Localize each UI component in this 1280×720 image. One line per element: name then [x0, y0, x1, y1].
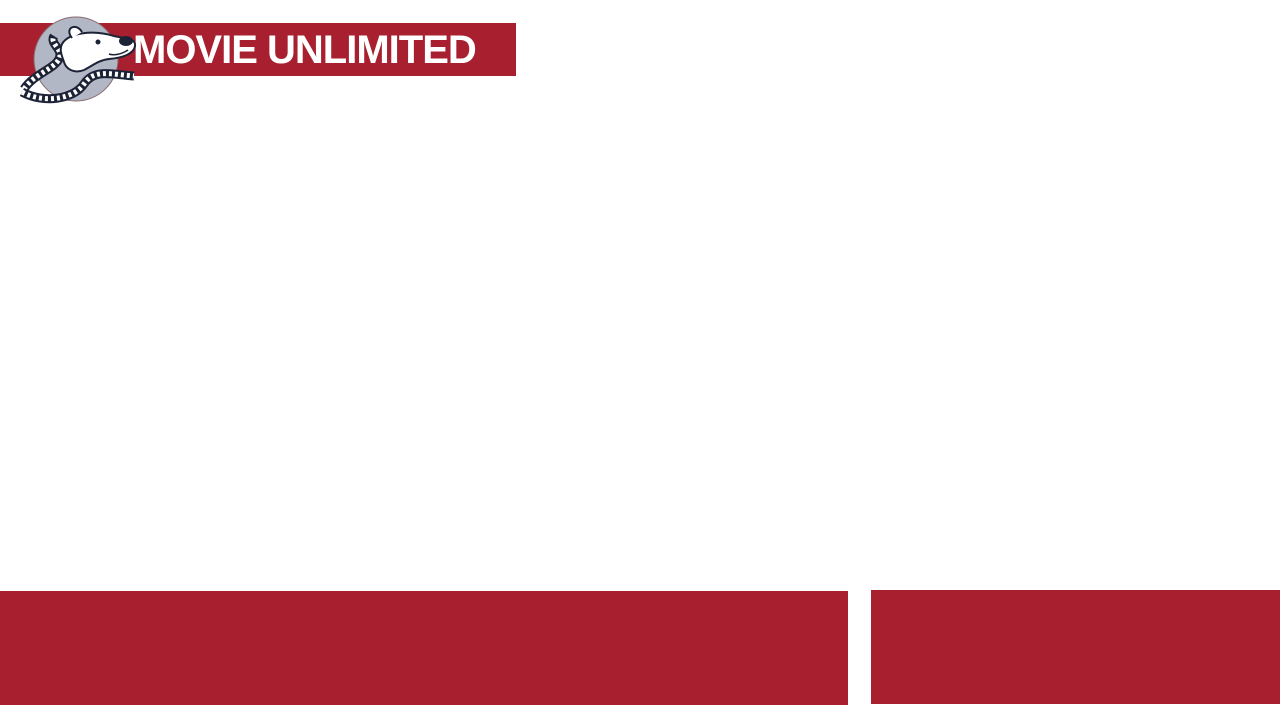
promo-banner-right[interactable] [871, 590, 1280, 704]
dog-filmstrip-mascot-icon [19, 16, 137, 104]
site-logo[interactable]: MOVIE UNLIMITED [0, 14, 520, 114]
promo-banner-left[interactable] [0, 591, 848, 705]
main-content-area [0, 120, 1280, 585]
logo-text: MOVIE UNLIMITED [133, 28, 477, 72]
